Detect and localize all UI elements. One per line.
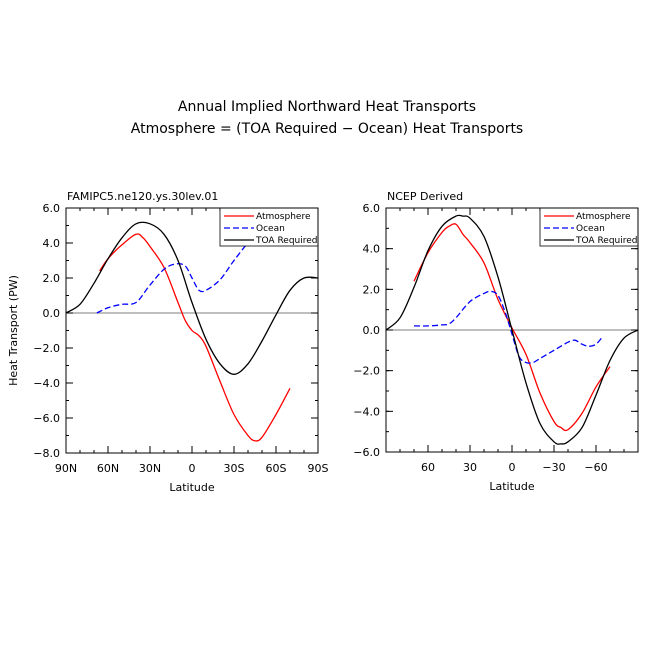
panel-title: FAMIPC5.ne120.ys.30lev.01	[67, 190, 218, 203]
x-tick-label: −30	[542, 461, 565, 474]
legend-label: Atmosphere	[256, 212, 311, 222]
y-tick-label: 6.0	[43, 202, 61, 215]
series-line-atmosphere	[413, 223, 611, 432]
y-tick-label: 4.0	[363, 243, 381, 256]
y-tick-label: 6.0	[363, 202, 381, 215]
plot-frame	[65, 207, 319, 454]
x-axis-label: Latitude	[489, 480, 535, 493]
x-tick-label: 0	[189, 462, 196, 475]
y-tick-label: 0.0	[43, 307, 61, 320]
legend-label: Ocean	[256, 224, 285, 234]
x-tick-label: −60	[584, 461, 607, 474]
legend-label: TOA Required	[255, 236, 318, 246]
x-tick-label: 30	[463, 461, 477, 474]
figure-title-line2: Atmosphere = (TOA Required − Ocean) Heat…	[131, 121, 523, 137]
panel-left: FAMIPC5.ne120.ys.30lev.01 90N 60N 30N 0 30S 60…	[7, 190, 329, 494]
y-axis-label: Heat Transport (PW)	[7, 275, 20, 386]
legend-label: Atmosphere	[576, 212, 631, 222]
series-line-toa-required	[66, 221, 318, 375]
x-tick-label: 90N	[55, 462, 77, 475]
y-tick-label: 2.0	[43, 272, 61, 285]
legend-label: Ocean	[576, 224, 605, 234]
y-tick-label: −4.0	[33, 377, 60, 390]
figure-title-line1: Annual Implied Northward Heat Transports	[178, 99, 476, 115]
y-tick-label: 2.0	[363, 283, 381, 296]
series-line-toa-required	[386, 214, 638, 445]
legend-label: TOA Required	[575, 236, 638, 246]
y-tick-label: 0.0	[363, 324, 381, 337]
x-tick-label: 60N	[97, 462, 119, 475]
x-tick-label: 30S	[224, 462, 245, 475]
panel-title: NCEP Derived	[387, 190, 463, 203]
x-tick-label: 90S	[308, 462, 329, 475]
series-line-ocean	[96, 238, 256, 314]
y-tick-label: −8.0	[33, 447, 60, 460]
y-tick-label: −2.0	[33, 342, 60, 355]
x-tick-label: 0	[509, 461, 516, 474]
y-tick-label: −2.0	[353, 365, 380, 378]
x-tick-label: 30N	[139, 462, 161, 475]
plot-frame	[385, 207, 639, 453]
y-tick-label: 4.0	[43, 237, 61, 250]
series-line-ocean	[413, 290, 604, 364]
x-axis-label: Latitude	[169, 481, 215, 494]
x-tick-label: 60	[421, 461, 435, 474]
y-tick-label: −4.0	[353, 405, 380, 418]
panel-right: NCEP Derived 60 30 0 −30 −60 6.0 4.0 2.0 0.0 −2.0 −…	[353, 190, 639, 493]
y-tick-label: −6.0	[353, 446, 380, 459]
series-line-atmosphere	[99, 233, 291, 442]
x-tick-label: 60S	[266, 462, 287, 475]
y-tick-label: −6.0	[33, 412, 60, 425]
